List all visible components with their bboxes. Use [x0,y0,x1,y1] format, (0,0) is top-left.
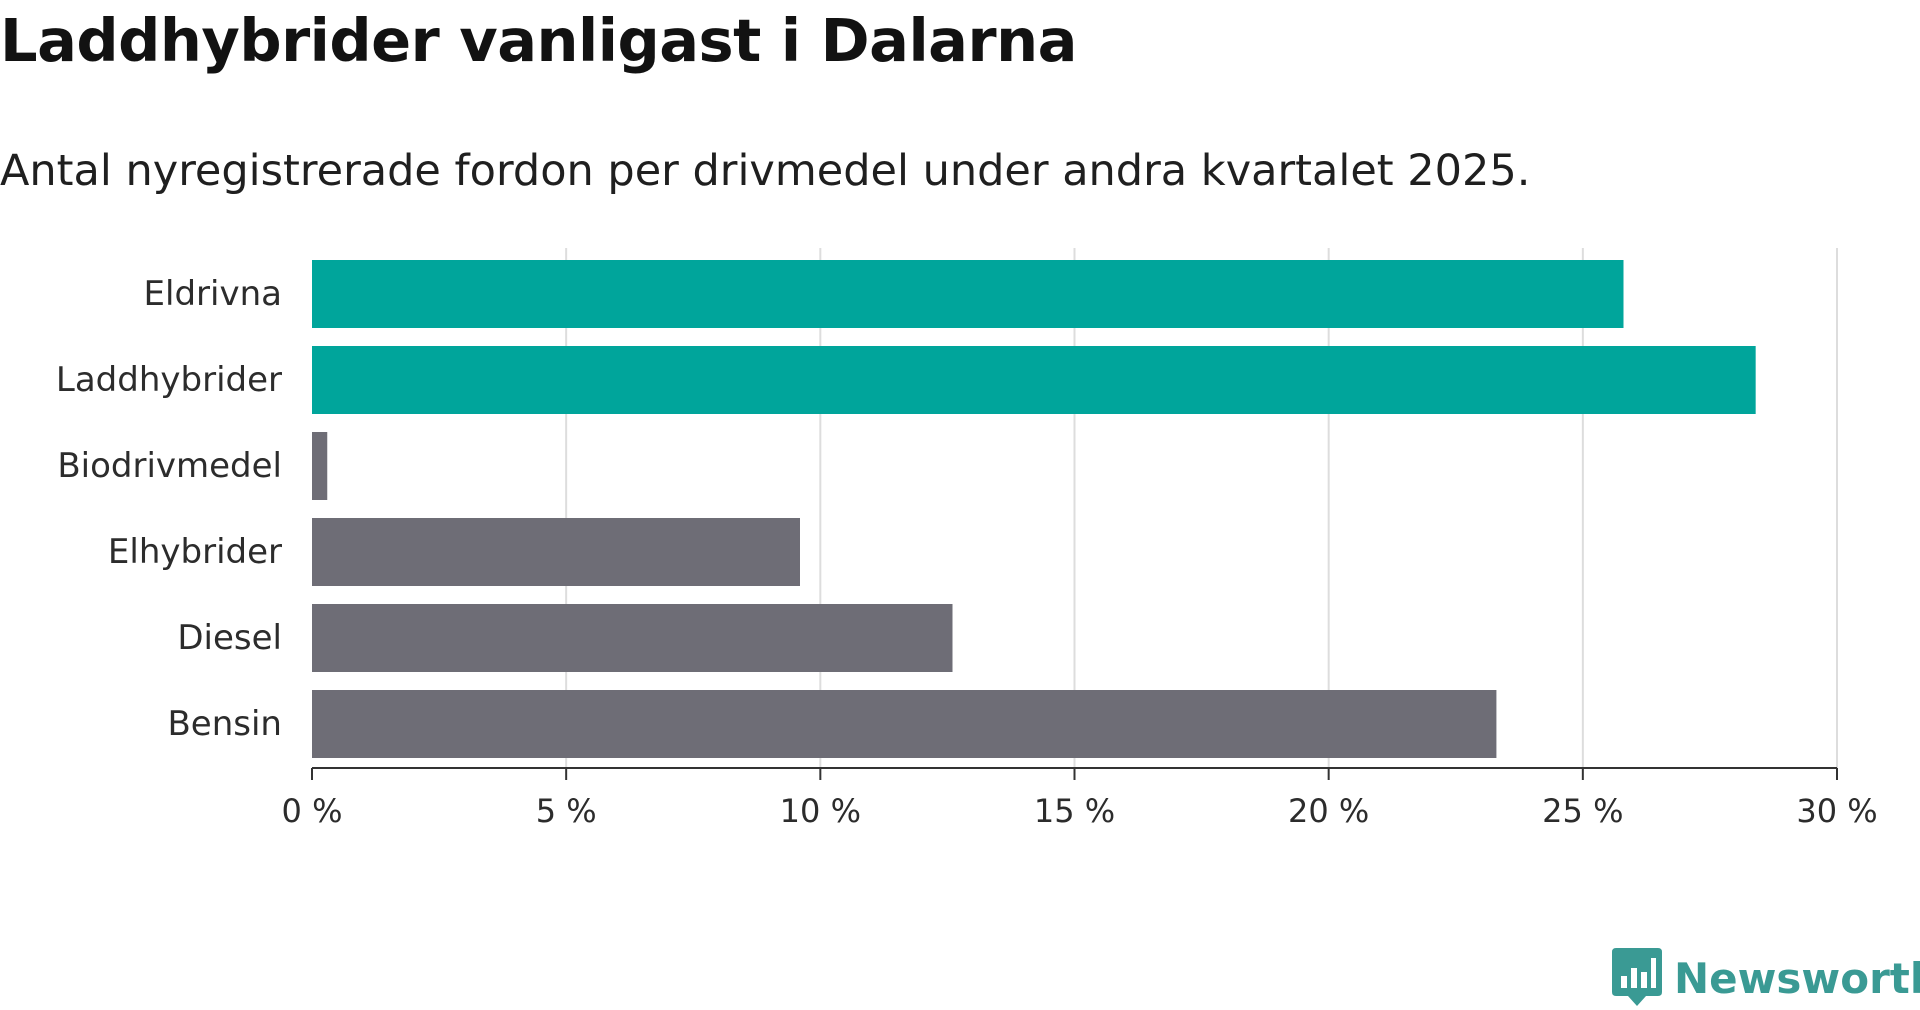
category-label: Laddhybrider [56,360,282,400]
newsworthy-logo-icon [1612,948,1662,1006]
x-tick-label: 10 % [780,792,861,830]
x-tick-label: 20 % [1288,792,1369,830]
category-label: Elhybrider [108,532,282,572]
bar-diesel [312,604,953,672]
category-label: Biodrivmedel [57,446,282,486]
chart-subtitle: Antal nyregistrerade fordon per drivmede… [0,146,1531,196]
x-tick-label: 15 % [1034,792,1115,830]
x-tick-label: 0 % [282,792,343,830]
category-label: Diesel [177,618,282,658]
brand-name: Newsworthy [1674,953,1920,1003]
bar-eldrivna [312,260,1624,328]
bars [312,260,1756,758]
category-labels: Eldrivna Laddhybrider Biodrivmedel Elhybrid… [56,274,282,744]
category-label: Bensin [167,704,282,744]
x-tick-label: 5 % [536,792,597,830]
bar-chart: 0 % 5 % 10 % 15 % 20 % 25 % 30 % Eldrivna Laddh… [56,248,1878,830]
bar-laddhybrider [312,346,1756,414]
gridlines [565,248,1838,768]
x-tick-label: 25 % [1542,792,1623,830]
bar-elhybrider [312,518,800,586]
x-tick-label: 30 % [1796,792,1877,830]
category-label: Eldrivna [144,274,282,314]
bar-biodrivmedel [312,432,328,500]
bar-bensin [312,690,1497,758]
x-axis: 0 % 5 % 10 % 15 % 20 % 25 % 30 % [282,767,1878,830]
chart-title: Laddhybrider vanligast i Dalarna [0,6,1077,75]
brand-logo: Newsworthy [1612,948,1920,1008]
